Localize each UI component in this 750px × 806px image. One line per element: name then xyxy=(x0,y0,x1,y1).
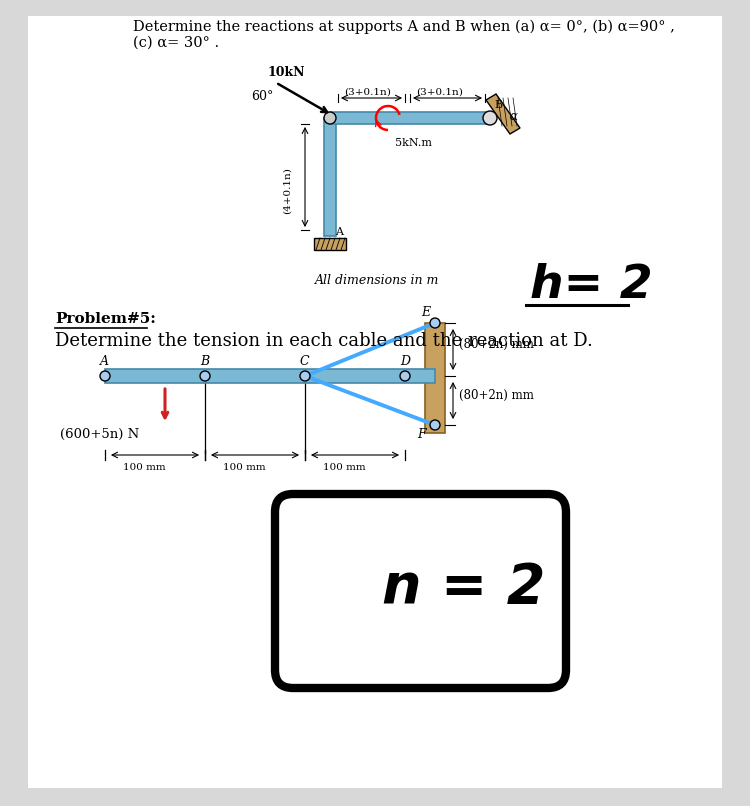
Circle shape xyxy=(200,371,210,381)
Circle shape xyxy=(100,371,110,381)
Circle shape xyxy=(430,420,440,430)
Text: B: B xyxy=(494,100,502,110)
Text: α: α xyxy=(510,110,518,123)
Text: n = 2: n = 2 xyxy=(382,561,545,615)
FancyBboxPatch shape xyxy=(105,369,435,383)
FancyBboxPatch shape xyxy=(324,118,336,236)
Circle shape xyxy=(430,318,440,328)
FancyBboxPatch shape xyxy=(425,323,445,433)
Text: All dimensions in m: All dimensions in m xyxy=(315,274,440,287)
Text: D: D xyxy=(400,355,410,368)
Circle shape xyxy=(400,371,410,381)
Circle shape xyxy=(483,111,497,125)
Circle shape xyxy=(300,371,310,381)
Text: 100 mm: 100 mm xyxy=(123,463,166,472)
Text: (3+0.1n): (3+0.1n) xyxy=(416,88,463,97)
Text: 10kN: 10kN xyxy=(268,67,305,80)
Text: 5kN.m: 5kN.m xyxy=(395,138,432,148)
Polygon shape xyxy=(486,94,520,134)
Text: h= 2: h= 2 xyxy=(530,263,652,308)
Text: (3+0.1n): (3+0.1n) xyxy=(344,88,391,97)
Text: (600+5n) N: (600+5n) N xyxy=(60,428,140,441)
Text: E: E xyxy=(421,306,430,319)
FancyBboxPatch shape xyxy=(275,494,566,688)
Text: (80+2n) mm: (80+2n) mm xyxy=(459,388,534,401)
Text: 60°: 60° xyxy=(251,90,273,103)
Text: (4+0.1n): (4+0.1n) xyxy=(283,168,292,214)
Polygon shape xyxy=(314,238,346,250)
Text: 100 mm: 100 mm xyxy=(223,463,266,472)
Text: A: A xyxy=(335,227,343,237)
Text: (80+2n) mm: (80+2n) mm xyxy=(459,338,534,351)
FancyBboxPatch shape xyxy=(330,112,490,124)
Text: Determine the reactions at supports A and B when (a) α= 0°, (b) α=90° ,: Determine the reactions at supports A an… xyxy=(133,19,675,34)
Text: (c) α= 30° .: (c) α= 30° . xyxy=(133,36,219,50)
Text: A: A xyxy=(100,355,109,368)
Text: Determine the tension in each cable and the reaction at D.: Determine the tension in each cable and … xyxy=(55,332,593,350)
Text: C: C xyxy=(300,355,310,368)
Circle shape xyxy=(324,112,336,124)
Text: B: B xyxy=(200,355,209,368)
Text: F: F xyxy=(417,428,426,441)
Text: 100 mm: 100 mm xyxy=(323,463,366,472)
FancyBboxPatch shape xyxy=(28,16,722,788)
Text: Problem#5:: Problem#5: xyxy=(55,312,156,326)
